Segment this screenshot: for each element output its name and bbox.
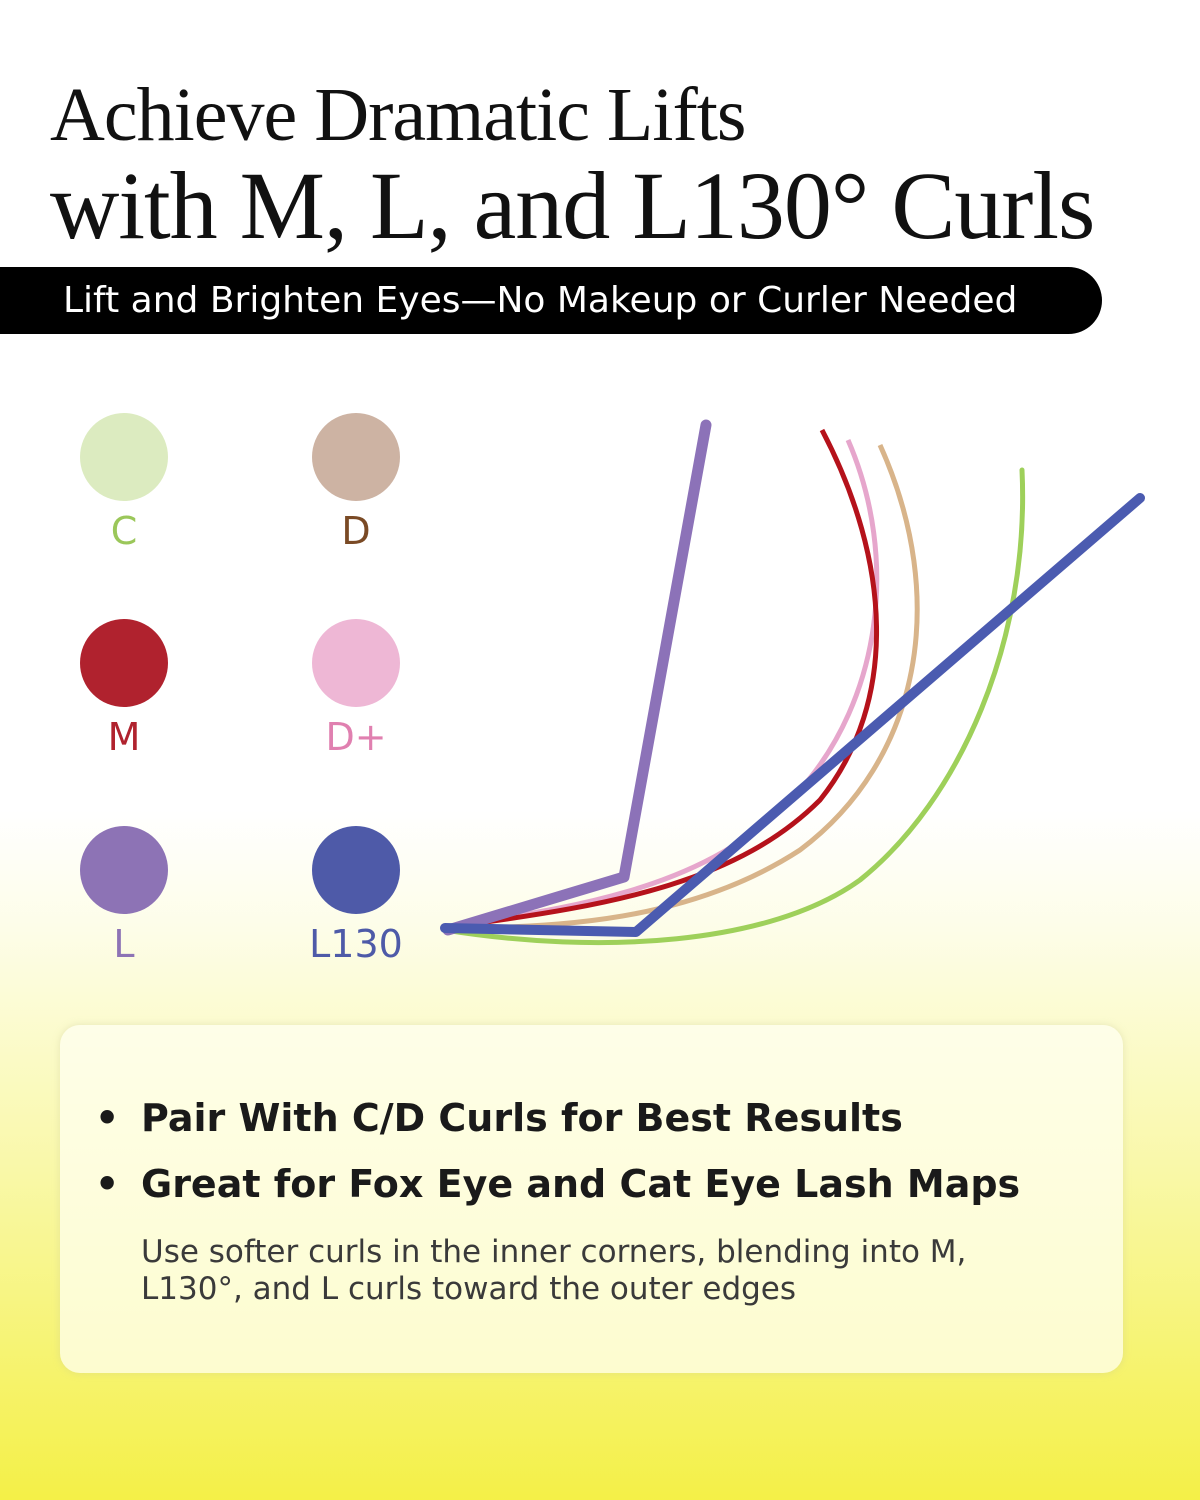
- curl-label: L: [113, 922, 135, 966]
- curl-swatch-dplus: [312, 619, 400, 707]
- bullet-dot: •: [95, 1096, 120, 1140]
- curl-swatch-l130: [312, 826, 400, 914]
- tips-panel: [60, 1025, 1123, 1373]
- curl-d-lash: [454, 443, 920, 931]
- tip-note: Use softer curls in the inner corners, b…: [141, 1234, 967, 1307]
- curl-label: D+: [325, 715, 387, 759]
- curl-swatch-d: [312, 413, 400, 501]
- headline-line-2: with M, L, and L130° Curls: [50, 152, 1095, 259]
- curl-swatch-l: [80, 826, 168, 914]
- curl-l130-lash: [440, 493, 1145, 937]
- curl-swatch-c: [80, 413, 168, 501]
- curl-dplus-lash: [454, 439, 880, 928]
- tip-text: Great for Fox Eye and Cat Eye Lash Maps: [141, 1162, 1021, 1206]
- tip-bullet-1: • Pair With C/D Curls for Best Results: [95, 1096, 903, 1140]
- curl-m-lash: [454, 428, 880, 929]
- curl-c-lash: [442, 467, 1026, 946]
- curl-label: D: [341, 509, 371, 553]
- curl-label: M: [107, 715, 141, 759]
- curl-label: C: [110, 509, 138, 553]
- tip-bullet-2: • Great for Fox Eye and Cat Eye Lash Maps: [95, 1162, 1020, 1206]
- curl-label: L130: [309, 922, 403, 966]
- curl-l-lash: [442, 419, 712, 936]
- curl-swatch-m: [80, 619, 168, 707]
- bullet-dot: •: [95, 1162, 120, 1206]
- headline-line-1: Achieve Dramatic Lifts: [50, 73, 746, 157]
- tip-text: Pair With C/D Curls for Best Results: [141, 1096, 903, 1140]
- lash-curl-diagram: [440, 419, 1145, 946]
- subtitle-banner: Lift and Brighten Eyes—No Makeup or Curl…: [0, 267, 1102, 334]
